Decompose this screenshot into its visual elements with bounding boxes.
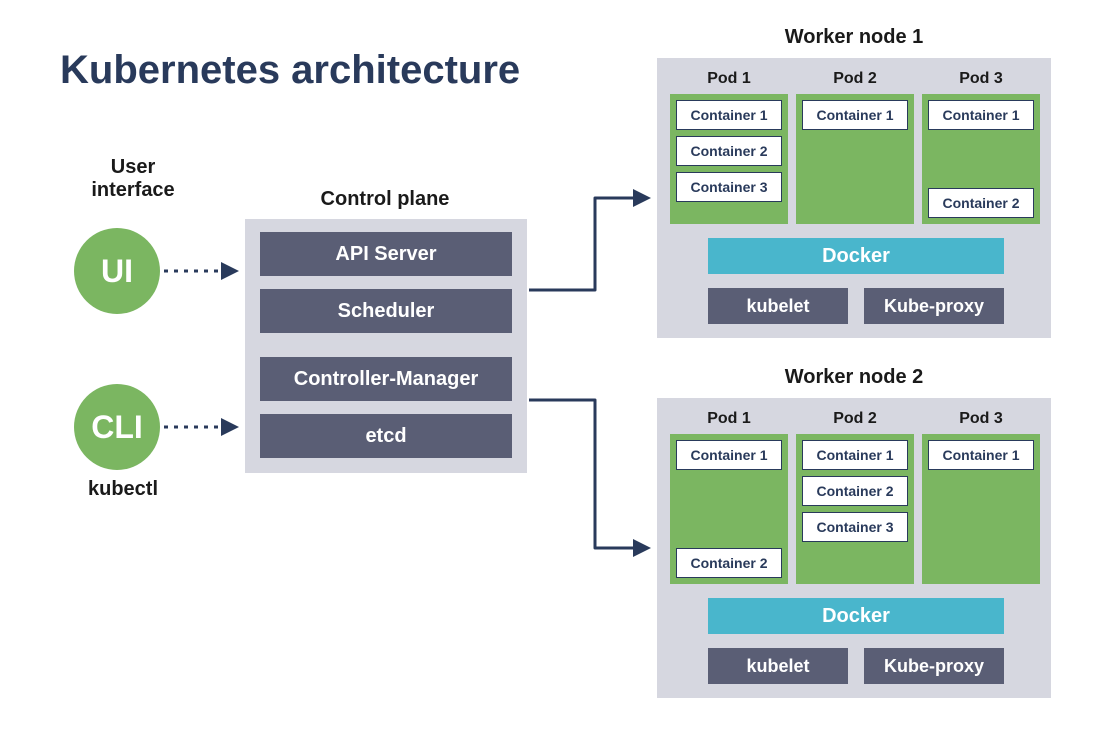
pod-box: Container 1 Container 2 [670,434,788,584]
pod-box: Container 1 [796,94,914,224]
control-plane-label: Control plane [285,188,485,211]
kube-proxy-bar: Kube-proxy [864,648,1004,684]
user-interface-label: User interface [68,156,198,202]
diagram-title: Kubernetes architecture [60,48,520,93]
docker-bar-label: Docker [822,605,890,628]
container-box: Container 2 [802,476,908,506]
pod-label: Pod 2 [796,70,914,88]
control-plane-bar-label: Controller-Manager [294,368,478,391]
kubelet-bar: kubelet [708,648,848,684]
control-plane-bar-label: API Server [335,243,436,266]
worker-node-title: Worker node 2 [754,366,954,389]
container-box: Container 1 [802,100,908,130]
pod-box: Container 1 Container 2 Container 3 [796,434,914,584]
pod-label: Pod 1 [670,410,788,428]
control-plane-bar: Scheduler [260,289,512,333]
control-plane-bar-label: etcd [365,425,406,448]
docker-bar-label: Docker [822,245,890,268]
control-plane-bar: Controller-Manager [260,357,512,401]
pod-label: Pod 3 [922,410,1040,428]
kubelet-bar-label: kubelet [746,296,809,317]
container-box: Container 2 [676,548,782,578]
container-box: Container 3 [802,512,908,542]
cli-circle-text: CLI [91,409,143,446]
kubelet-bar-label: kubelet [746,656,809,677]
kube-proxy-bar-label: Kube-proxy [884,296,984,317]
kube-proxy-bar: Kube-proxy [864,288,1004,324]
cli-circle: CLI [74,384,160,470]
container-box: Container 3 [676,172,782,202]
pod-box: Container 1 Container 2 Container 3 [670,94,788,224]
pod-box: Container 1 Container 2 [922,94,1040,224]
solid-connector [529,198,648,290]
container-box: Container 2 [928,188,1034,218]
control-plane-bar: API Server [260,232,512,276]
pod-label: Pod 1 [670,70,788,88]
ui-circle: UI [74,228,160,314]
pod-box: Container 1 [922,434,1040,584]
worker-node-title: Worker node 1 [754,26,954,49]
kubectl-label: kubectl [78,478,168,501]
control-plane-bar-label: Scheduler [338,300,435,323]
docker-bar: Docker [708,238,1004,274]
container-box: Container 1 [928,100,1034,130]
kube-proxy-bar-label: Kube-proxy [884,656,984,677]
container-box: Container 1 [676,100,782,130]
kubelet-bar: kubelet [708,288,848,324]
container-box: Container 1 [928,440,1034,470]
docker-bar: Docker [708,598,1004,634]
container-box: Container 1 [802,440,908,470]
ui-circle-text: UI [101,253,133,290]
pod-label: Pod 3 [922,70,1040,88]
solid-connector [529,400,648,548]
pod-label: Pod 2 [796,410,914,428]
container-box: Container 1 [676,440,782,470]
container-box: Container 2 [676,136,782,166]
control-plane-bar: etcd [260,414,512,458]
